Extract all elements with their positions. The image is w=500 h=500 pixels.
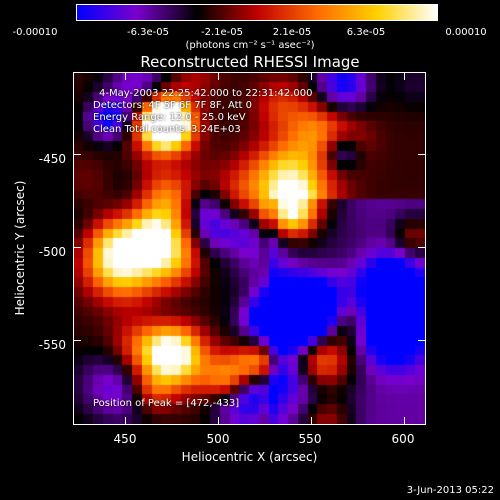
x-tick-mark <box>403 72 405 80</box>
time-range-annotation: 4-May-2003 22:25:42.000 to 22:31:42.000 <box>99 88 313 99</box>
y-tick-label: -500 <box>38 245 66 259</box>
heatmap-image <box>74 73 425 424</box>
colorbar-tick: -0.00010 <box>12 27 58 38</box>
y-tick-mark <box>418 246 426 248</box>
x-tick-mark <box>217 417 219 425</box>
x-tick-mark <box>403 417 405 425</box>
y-tick-mark <box>418 339 426 341</box>
x-tick-mark <box>125 417 127 425</box>
x-tick-mark <box>310 72 312 80</box>
y-tick-mark <box>73 339 81 341</box>
x-tick-label: 500 <box>206 432 230 446</box>
x-tick-mark <box>217 72 219 80</box>
y-tick-label: -450 <box>38 152 66 166</box>
chart-title: Reconstructed RHESSI Image <box>140 53 360 71</box>
energy-range-annotation: Energy Range: 12.0 - 25.0 keV <box>93 112 246 123</box>
x-axis-label: Heliocentric X (arcsec) <box>181 450 318 464</box>
heatmap-plot <box>73 72 426 425</box>
y-tick-mark <box>418 153 426 155</box>
colorbar-tick: 0.00010 <box>445 27 487 38</box>
peak-position-annotation: Position of Peak = [472,-433] <box>93 398 240 409</box>
x-tick-label: 550 <box>298 432 322 446</box>
y-axis-label: Heliocentric Y (arcsec) <box>13 180 27 316</box>
colorbar <box>76 4 438 21</box>
colorbar-tick: -2.1e-05 <box>201 27 243 38</box>
x-tick-mark <box>125 72 127 80</box>
colorbar-tick: -6.3e-05 <box>127 27 169 38</box>
y-tick-mark <box>73 246 81 248</box>
y-tick-mark <box>73 153 81 155</box>
x-tick-mark <box>310 417 312 425</box>
colorbar-units: (photons cm⁻² s⁻¹ asec⁻²) <box>185 40 315 51</box>
y-tick-label: -550 <box>38 338 66 352</box>
detectors-annotation: Detectors: 4F 5F 6F 7F 8F, Att 0 <box>93 100 253 111</box>
colorbar-tick: 2.1e-05 <box>272 27 312 38</box>
x-tick-label: 600 <box>391 432 415 446</box>
colorbar-tick: 6.3e-05 <box>346 27 386 38</box>
generated-date: 3-Jun-2013 05:22 <box>406 485 494 496</box>
x-tick-label: 450 <box>113 432 137 446</box>
counts-annotation: Clean Total counts: 3.24E+03 <box>93 124 241 135</box>
